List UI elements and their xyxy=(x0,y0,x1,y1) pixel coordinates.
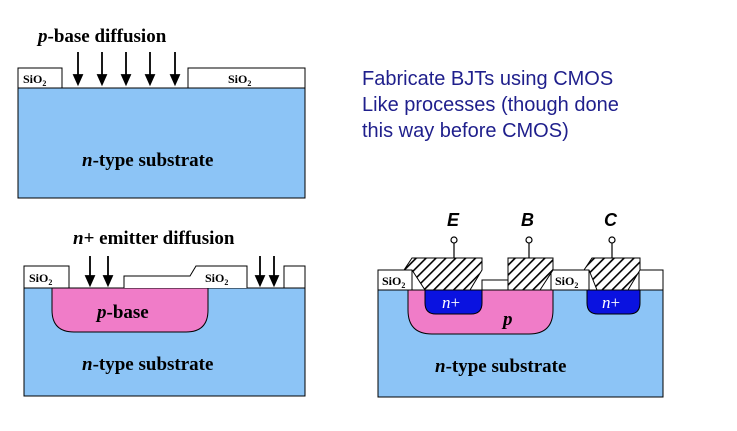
terminal-base-label: B xyxy=(521,210,534,230)
svg-text:SiO2: SiO2 xyxy=(205,271,228,287)
oxide-left xyxy=(377,269,413,291)
diagram-finished-bjt: SiO2 SiO2 E B C n+ p n+ n-type substrate xyxy=(377,210,664,398)
substrate-label: n-type substrate xyxy=(82,354,213,375)
oxide-right xyxy=(187,67,306,89)
oxide-middle xyxy=(481,279,509,291)
description-text: Fabricate BJTs using CMOS Like processes… xyxy=(362,66,718,144)
terminal-collector-label: C xyxy=(604,210,618,230)
diagram-p-base-diffusion: p-base diffusion SiO2 SiO2 n-type substr… xyxy=(17,26,306,199)
base-contact-metal xyxy=(507,257,554,291)
svg-text:SiO2: SiO2 xyxy=(29,271,52,287)
description-line-3: this way before CMOS) xyxy=(362,120,569,142)
terminal-emitter-label: E xyxy=(447,210,460,230)
diffusion-arrows xyxy=(72,52,181,87)
svg-text:SiO2: SiO2 xyxy=(23,72,46,88)
svg-text:SiO2: SiO2 xyxy=(382,274,405,290)
description-line-2: Like processes (though done xyxy=(362,94,619,116)
collector-label: n+ xyxy=(602,293,620,312)
diffusion-arrows xyxy=(84,256,280,288)
base-label: p xyxy=(501,309,513,330)
oxide-far-right xyxy=(638,269,664,291)
svg-text:SiO2: SiO2 xyxy=(228,72,251,88)
oxide-left xyxy=(17,67,63,89)
oxide-far-right xyxy=(283,265,306,289)
diagram2-title: n+ emitter diffusion xyxy=(73,228,235,249)
substrate-label: n-type substrate xyxy=(82,150,213,171)
base-label: p-base xyxy=(95,302,149,323)
collector-n-plus xyxy=(586,289,641,315)
emitter-label: n+ xyxy=(442,293,460,312)
diagram1-title: p-base diffusion xyxy=(36,26,167,47)
p-base-region xyxy=(51,287,209,333)
svg-text:SiO2: SiO2 xyxy=(555,274,578,290)
emitter-n-plus xyxy=(424,289,483,315)
thin-oxide-step xyxy=(123,265,248,288)
terminal-leads xyxy=(450,236,616,258)
oxide-left xyxy=(23,265,70,289)
collector-contact-metal xyxy=(583,257,641,291)
emitter-contact-metal xyxy=(403,257,483,291)
oxide-right xyxy=(550,269,590,291)
diagram-emitter-diffusion: n+ emitter diffusion SiO2 SiO2 p-base n-… xyxy=(23,228,306,397)
substrate-label: n-type substrate xyxy=(435,356,566,377)
description-line-1: Fabricate BJTs using CMOS xyxy=(362,68,614,90)
substrate xyxy=(17,87,306,199)
